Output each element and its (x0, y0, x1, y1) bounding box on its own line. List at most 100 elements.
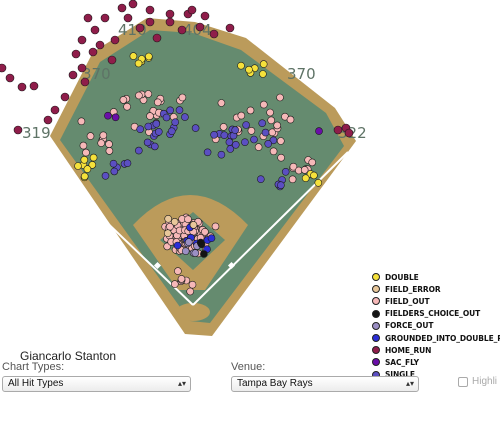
hit-point (135, 23, 145, 33)
legend-item[interactable]: HOME_RUN (372, 344, 500, 356)
hit-points (0, 0, 354, 296)
hit-point (77, 63, 87, 73)
hit-point (165, 17, 175, 27)
hit-point (155, 128, 163, 136)
hit-point (288, 175, 297, 184)
hit-point (289, 162, 298, 171)
hit-point (88, 161, 97, 169)
hit-point (210, 131, 218, 139)
third-base (153, 261, 162, 270)
legend-item[interactable]: DOUBLE (372, 271, 500, 283)
hit-point (99, 131, 108, 140)
hit-point (177, 25, 187, 35)
distance-right-center: 370 (287, 65, 316, 83)
hit-point (29, 81, 39, 91)
hit-point (143, 138, 152, 147)
home-plate-circle (176, 303, 210, 321)
hit-point (181, 247, 190, 255)
hit-point (201, 228, 209, 236)
hit-point (164, 215, 172, 223)
hit-point (89, 153, 98, 162)
distance-left-line: 319 (22, 124, 51, 142)
hit-point (245, 65, 253, 74)
hit-point (286, 115, 295, 124)
hit-point (154, 98, 162, 107)
hit-point (100, 13, 110, 23)
hit-point (162, 113, 171, 122)
legend-label: SINGLE (385, 370, 415, 380)
chart-types-select[interactable]: All Hit Types ▴▾ (2, 376, 191, 392)
hit-point (74, 162, 82, 170)
hit-point (86, 132, 95, 140)
hit-point (79, 141, 88, 150)
hit-point (175, 106, 184, 114)
hit-point (135, 91, 143, 100)
hit-point (217, 99, 226, 107)
legend-item[interactable]: FORCE_OUT (372, 320, 500, 332)
hit-point (267, 116, 276, 125)
hit-point (123, 102, 131, 111)
hit-point (256, 175, 265, 183)
hit-point (231, 126, 239, 134)
hit-point (146, 112, 154, 120)
hit-point (177, 275, 186, 283)
hit-point (225, 138, 234, 146)
hit-point (174, 267, 182, 275)
hit-point (237, 61, 245, 70)
legend-label: FORCE_OUT (385, 321, 434, 331)
hit-point (200, 11, 210, 21)
hit-point (129, 52, 138, 60)
hit-point (171, 280, 179, 288)
legend-label: HOME_RUN (385, 345, 432, 355)
hit-point (152, 120, 161, 128)
hit-point (151, 142, 159, 151)
distance-left-center: 370 (82, 65, 111, 83)
hit-point (277, 153, 285, 162)
hit-point (187, 5, 197, 15)
hit-point (128, 0, 138, 9)
legend-swatch (372, 309, 380, 318)
hit-point (191, 124, 200, 132)
hit-point (173, 241, 182, 250)
legend-item[interactable]: SAC_FLY (372, 356, 500, 368)
hit-point (269, 136, 278, 145)
hit-point (258, 119, 267, 127)
hit-point (145, 5, 155, 15)
legend-item[interactable]: FIELD_ERROR (372, 283, 500, 295)
hit-point (5, 73, 15, 83)
hit-point (145, 17, 155, 27)
hit-point (259, 70, 267, 78)
hit-point (104, 111, 112, 120)
hit-point (110, 35, 120, 45)
hit-point (13, 125, 23, 135)
highlight-toggle[interactable]: Highli (458, 376, 497, 387)
legend-swatch (372, 321, 380, 330)
hit-point (241, 138, 249, 146)
hit-point (80, 77, 90, 87)
hit-point (209, 29, 219, 39)
first-base (227, 261, 236, 270)
venue-select[interactable]: Tampa Bay Rays ▴▾ (231, 376, 419, 392)
hit-point (246, 106, 255, 115)
legend-item[interactable]: FIELDERS_CHOICE_OUT (372, 308, 500, 320)
hit-point (97, 139, 105, 147)
highlight-checkbox[interactable] (458, 376, 468, 387)
hit-point (80, 156, 89, 164)
hit-point (88, 47, 98, 57)
legend: DOUBLE FIELD_ERROR FIELD_OUT FIELDERS_CHOIC… (372, 271, 500, 381)
hit-point (277, 181, 285, 189)
hit-point (105, 147, 114, 155)
hit-point (203, 148, 212, 157)
legend-swatch (372, 285, 380, 294)
hit-point (195, 22, 205, 32)
legend-item[interactable]: FIELD_OUT (372, 295, 500, 307)
hit-point (134, 59, 143, 68)
hit-point (144, 122, 153, 131)
hit-point (60, 92, 70, 102)
hit-point (83, 165, 92, 173)
legend-item[interactable]: GROUNDED_INTO_DOUBLE_PLAY (372, 332, 500, 344)
venue-value: Tampa Bay Rays (237, 378, 313, 389)
hit-point (188, 280, 197, 289)
hit-point (310, 171, 318, 180)
hit-point (196, 238, 205, 247)
